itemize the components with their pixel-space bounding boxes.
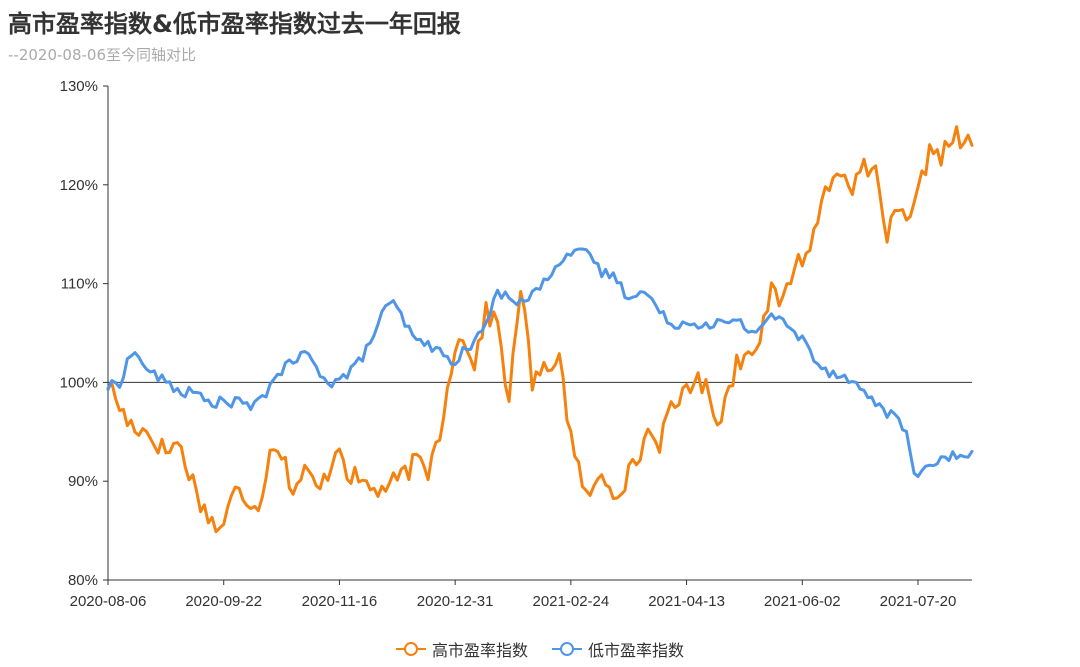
x-tick-label: 2020-11-16 — [302, 593, 378, 610]
y-tick-label: 130% — [60, 78, 98, 95]
y-tick-label: 100% — [60, 374, 98, 391]
x-tick-label: 2021-04-13 — [648, 593, 725, 610]
legend: 高市盈率指数 低市盈率指数 — [0, 636, 1080, 662]
chart-subtitle: --2020-08-06至今同轴对比 — [8, 46, 196, 64]
x-tick-label: 2021-06-02 — [764, 593, 841, 610]
y-tick-label: 120% — [60, 177, 98, 194]
legend-item-high-pe[interactable]: 高市盈率指数 — [395, 637, 528, 661]
y-tick-label: 80% — [68, 572, 98, 589]
axes: 80% 90% 100% 110% 120% 130% 2020-08-06 2020-09-… — [60, 78, 972, 610]
legend-item-low-pe[interactable]: 低市盈率指数 — [552, 637, 684, 661]
series-line-low-pe — [106, 247, 974, 478]
series-line-high-pe — [106, 125, 974, 534]
x-tick-label: 2021-02-24 — [532, 593, 609, 610]
x-tick-label: 2020-08-06 — [70, 593, 147, 610]
chart-title: 高市盈率指数&低市盈率指数过去一年回报 — [8, 10, 461, 38]
legend-label-high-pe: 高市盈率指数 — [431, 641, 528, 660]
legend-swatch-low-pe — [552, 641, 582, 657]
legend-label-low-pe: 低市盈率指数 — [588, 641, 685, 660]
x-tick-label: 2021-07-20 — [880, 593, 957, 610]
y-tick-label: 90% — [68, 473, 98, 490]
series-layer — [106, 125, 974, 534]
x-tick-label: 2020-09-22 — [185, 593, 262, 610]
y-tick-label: 110% — [61, 276, 98, 293]
legend-swatch-high-pe — [395, 641, 426, 657]
x-tick-label: 2020-12-31 — [417, 593, 494, 610]
